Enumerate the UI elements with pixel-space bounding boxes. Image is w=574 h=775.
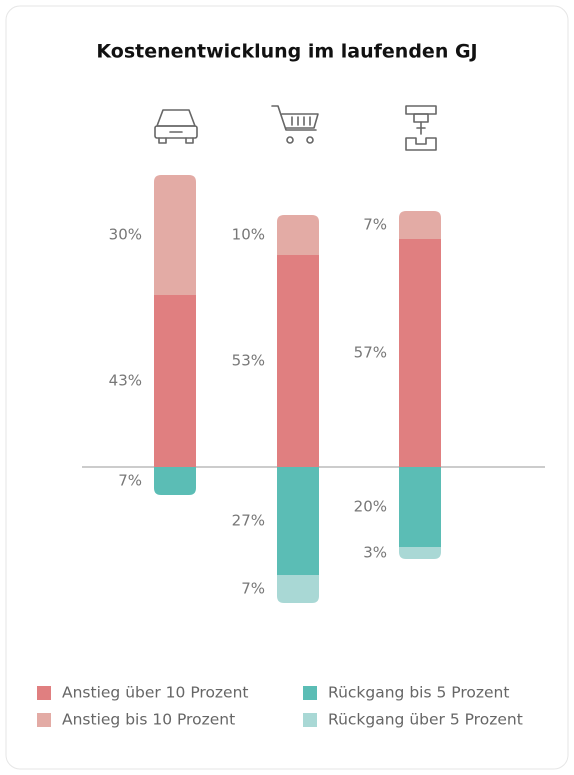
bar-segment [399,211,441,239]
data-label: 7% [241,580,265,598]
bar-segment [154,295,196,467]
bar-segment [277,575,319,603]
legend-label: Rückgang bis 5 Prozent [328,684,509,702]
bar-segment [277,467,319,575]
legend-label: Rückgang über 5 Prozent [328,711,523,729]
data-label: 43% [109,372,142,390]
data-label: 27% [232,512,265,530]
bar-segment [399,467,441,547]
legend-swatch [37,686,51,700]
bar-segment [277,255,319,467]
data-label: 10% [232,226,265,244]
chart-title: Kostenentwicklung im laufenden GJ [96,41,477,63]
data-label: 53% [232,352,265,370]
data-label: 30% [109,226,142,244]
bar-segment [277,215,319,255]
bar-segment [399,239,441,467]
legend-label: Anstieg bis 10 Prozent [62,711,235,729]
data-label: 57% [354,344,387,362]
legend-swatch [303,713,317,727]
bar-segment [154,467,196,495]
car-icon [154,109,198,144]
legend-label: Anstieg über 10 Prozent [62,684,249,702]
machine-icon [405,105,437,151]
bar-segment [154,175,196,295]
bar-segment [399,547,441,559]
data-label: 7% [118,472,142,490]
legend-swatch [37,713,51,727]
cart-icon [271,105,319,144]
data-label: 3% [363,544,387,562]
legend-swatch [303,686,317,700]
data-label: 20% [354,498,387,516]
data-label: 7% [363,216,387,234]
